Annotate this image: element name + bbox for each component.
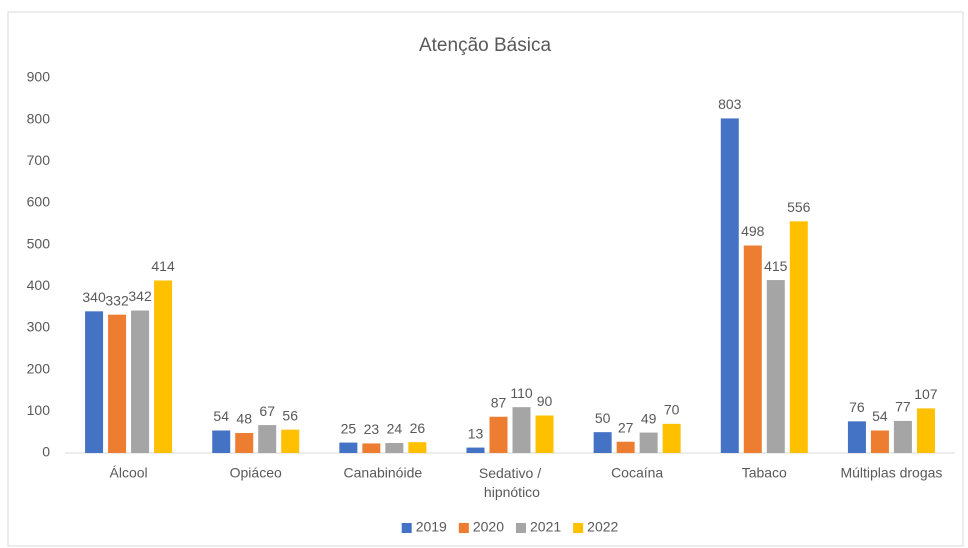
value-label: 13 (468, 425, 484, 441)
bar (593, 432, 612, 453)
legend-label: 2019 (416, 519, 447, 535)
bar (916, 408, 935, 453)
bar (235, 433, 254, 453)
bar (847, 421, 866, 453)
bar (616, 441, 635, 453)
value-label: 49 (641, 410, 657, 426)
x-tick-label: Tabaco (742, 465, 787, 481)
value-label: 56 (282, 407, 298, 423)
value-label: 340 (82, 289, 106, 305)
value-label: 23 (364, 421, 380, 437)
value-label: 415 (764, 258, 788, 274)
y-tick-label: 400 (27, 277, 51, 293)
x-tick-label: Sedativo / hipnótico (479, 465, 541, 500)
legend-swatch (516, 523, 526, 533)
value-label: 76 (849, 399, 865, 415)
y-tick-label: 700 (27, 152, 51, 168)
y-tick-label: 0 (42, 444, 50, 460)
bar (766, 280, 785, 453)
legend-swatch (401, 523, 412, 533)
value-label: 50 (595, 410, 611, 426)
y-tick-label: 800 (27, 110, 51, 126)
value-label: 110 (510, 385, 533, 401)
value-label: 25 (341, 420, 357, 436)
value-label: 87 (491, 394, 507, 410)
legend-label: 2021 (530, 519, 561, 535)
value-label: 107 (914, 386, 938, 402)
bar (85, 311, 104, 453)
value-label: 556 (787, 199, 811, 215)
value-label: 77 (895, 399, 911, 415)
x-tick-label: Opiáceo (230, 465, 282, 481)
value-label: 414 (151, 258, 175, 274)
bar (281, 429, 300, 453)
bar (154, 280, 173, 453)
value-label: 48 (236, 411, 252, 427)
value-label: 70 (664, 402, 680, 418)
bar (639, 432, 658, 453)
value-label: 332 (105, 292, 129, 308)
legend-swatch (573, 523, 584, 533)
value-label: 54 (213, 408, 229, 424)
bar (212, 430, 231, 453)
bar (131, 310, 150, 453)
bar (720, 118, 739, 454)
bar (870, 430, 889, 453)
bar (512, 407, 531, 453)
value-label: 27 (618, 419, 634, 435)
value-label: 498 (741, 223, 765, 239)
bar (662, 423, 681, 453)
value-label: 90 (537, 393, 553, 409)
bar (893, 420, 912, 453)
x-tick-label: Álcool (110, 465, 148, 481)
bar (535, 415, 554, 453)
chart-title: Atenção Básica (419, 35, 551, 56)
legend: 2019 2020 2021 2022 (401, 519, 619, 535)
bar (258, 425, 277, 453)
bar (489, 416, 508, 453)
x-tick-label: Cocaína (611, 465, 663, 481)
value-label: 803 (718, 96, 742, 112)
bar (339, 442, 358, 453)
bar (789, 221, 808, 453)
value-label: 24 (387, 421, 403, 437)
value-label: 67 (259, 403, 275, 419)
y-tick-label: 300 (27, 319, 51, 335)
bar (385, 443, 404, 453)
x-tick-label: Múltiplas drogas (840, 465, 942, 481)
legend-swatch (458, 523, 469, 533)
bar (743, 245, 762, 453)
y-tick-label: 200 (27, 360, 51, 376)
value-label: 342 (128, 288, 152, 304)
y-tick-label: 100 (27, 402, 51, 418)
y-tick-label: 900 (27, 69, 51, 85)
legend-label: 2022 (587, 519, 618, 535)
bar (466, 447, 485, 453)
value-label: 26 (410, 420, 426, 436)
y-tick-label: 500 (27, 235, 51, 251)
bar (362, 443, 381, 453)
bar (408, 442, 427, 453)
bar (108, 314, 127, 453)
y-tick-label: 600 (27, 194, 51, 210)
legend-label: 2020 (473, 519, 504, 535)
x-tick-label: Canabinóide (344, 465, 423, 481)
value-label: 54 (872, 408, 888, 424)
